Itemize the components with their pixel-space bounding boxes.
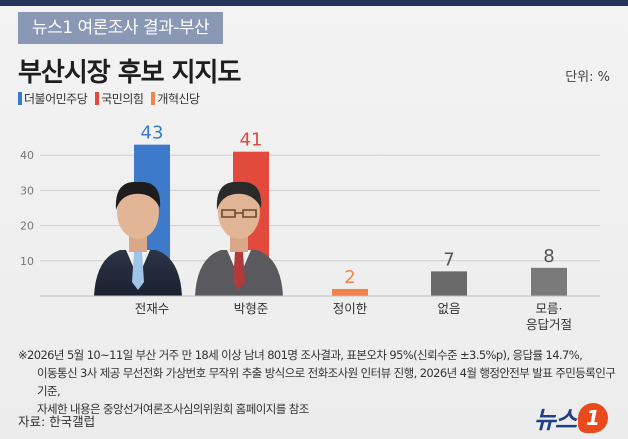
source-label: 자료: 한국갤럽 (18, 414, 96, 429)
unit-label: 단위: % (565, 70, 610, 85)
value-label: 7 (443, 249, 454, 270)
value-label: 41 (240, 130, 263, 151)
category-label: 모름· 응답거절 (526, 301, 572, 332)
legend-label-democratic: 더불어민주당 (24, 92, 88, 106)
survey-tag: 뉴스1 여론조사 결과-부산 (18, 12, 224, 44)
value-label: 8 (543, 246, 554, 267)
note-line-3: 자세한 내용은 중앙선거여론조사심의위원회 홈페이지를 참조 (37, 402, 309, 416)
category-label-line: 응답거절 (526, 317, 572, 332)
logo-badge: 1 (578, 402, 608, 433)
news1-logo: 뉴스 1 (534, 400, 608, 435)
category-label: 전재수 (135, 301, 170, 316)
y-tick-label: 40 (20, 149, 34, 162)
legend: 더불어민주당 국민의힘 개혁신당 (18, 90, 200, 107)
y-tick-label: 30 (20, 184, 34, 197)
category-label-line: 없음 (437, 301, 460, 316)
note-line-2: 이동통신 3사 제공 무선전화 가상번호 무작위 추출 방식으로 전화조사원 인… (37, 366, 616, 398)
value-label: 43 (141, 123, 164, 144)
chart-title: 부산시장 후보 지지도 (18, 58, 241, 88)
category-label-line: 전재수 (135, 301, 170, 316)
legend-item-reform: 개혁신당 (151, 90, 200, 107)
category-label-line: 박형준 (234, 301, 269, 316)
category-label-line: 모름· (536, 301, 563, 316)
legend-label-reform: 개혁신당 (157, 92, 200, 106)
bar (431, 271, 467, 296)
bar (332, 288, 368, 296)
legend-swatch-democratic (18, 92, 22, 105)
logo-text: 뉴스 (533, 406, 577, 434)
category-label-line: 정이한 (333, 301, 368, 316)
legend-item-democratic: 더불어민주당 (18, 90, 88, 107)
value-label: 2 (344, 267, 355, 288)
legend-swatch-reform (151, 92, 156, 105)
y-tick-label: 10 (20, 255, 34, 268)
candidate-photo-jeon (94, 181, 182, 296)
category-label: 없음 (437, 301, 460, 316)
y-tick-label: 20 (20, 220, 34, 233)
note-line-1: ※2026년 5월 10~11일 부산 거주 만 18세 이상 남녀 801명 … (18, 348, 583, 362)
survey-notes: ※2026년 5월 10~11일 부산 거주 만 18세 이상 남녀 801명 … (18, 346, 618, 418)
bar-chart: 10 20 30 40 43 41 2 7 8 전재수 박형준 정이한 없음 모름· 응답거절 (20, 123, 600, 332)
category-label: 정이한 (333, 301, 368, 316)
legend-item-ppp: 국민의힘 (95, 90, 144, 107)
bar (531, 267, 567, 296)
legend-swatch-ppp (95, 92, 100, 105)
top-bar (0, 0, 628, 6)
category-label: 박형준 (234, 301, 269, 316)
legend-label-ppp: 국민의힘 (101, 92, 144, 106)
candidate-photo-park (195, 181, 283, 296)
